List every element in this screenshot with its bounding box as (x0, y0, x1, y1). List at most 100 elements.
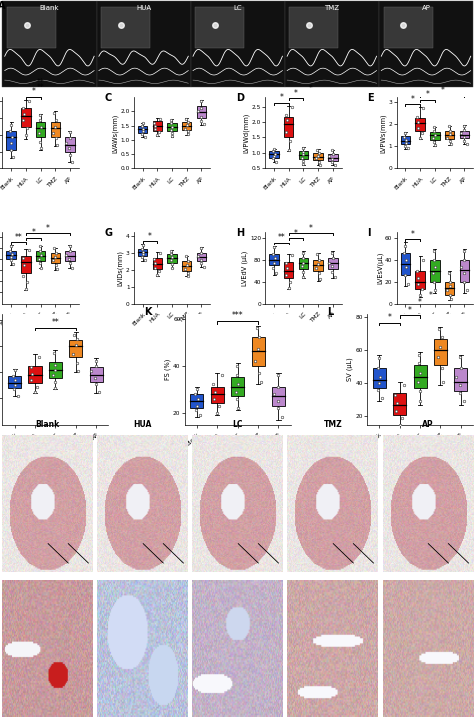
Point (282, 257, 290, 269)
Point (182, 113, 190, 125)
Text: **: ** (52, 318, 59, 327)
Point (8, 138, 15, 149)
Point (431, 136, 438, 148)
Bar (313, 153, 323, 160)
Text: HUA: HUA (136, 5, 151, 11)
Point (430, 246, 438, 257)
Point (456, 351, 464, 363)
Y-axis label: LVIDs(mm): LVIDs(mm) (117, 250, 124, 286)
Point (66, 149, 73, 161)
Point (273, 268, 280, 279)
Point (417, 289, 424, 301)
Bar (290, 6, 338, 47)
Point (37, 249, 45, 261)
Point (313, 248, 321, 260)
Bar (7, 131, 16, 150)
Text: *: * (46, 223, 50, 233)
Point (151, 123, 158, 135)
Point (270, 144, 278, 155)
Point (300, 257, 307, 269)
Point (141, 255, 149, 266)
Point (168, 262, 176, 274)
Point (198, 247, 205, 258)
Point (168, 130, 176, 141)
Point (286, 276, 294, 287)
Point (185, 271, 192, 282)
Point (168, 114, 175, 126)
Point (452, 371, 460, 383)
Y-axis label: LVEdV (μL): LVEdV (μL) (241, 251, 248, 286)
Point (53, 264, 61, 275)
Point (6, 246, 14, 257)
Text: *: * (31, 88, 35, 96)
Point (53, 259, 60, 271)
Point (92, 378, 100, 390)
Bar (191, 1, 285, 87)
Bar (299, 258, 308, 269)
Point (269, 248, 277, 260)
Bar (65, 137, 75, 151)
Point (431, 129, 438, 140)
Point (88, 365, 95, 377)
Point (463, 138, 470, 149)
Point (392, 406, 400, 417)
Point (19, 252, 27, 264)
Point (36, 257, 44, 269)
Point (315, 268, 323, 279)
Point (437, 341, 444, 353)
Point (401, 140, 409, 151)
Point (283, 262, 291, 274)
Point (446, 280, 453, 292)
Point (210, 393, 218, 404)
Point (331, 271, 339, 283)
Point (313, 144, 321, 156)
Point (438, 331, 446, 342)
Text: G: G (105, 228, 113, 238)
Text: I: I (368, 228, 371, 238)
Point (270, 262, 277, 274)
Bar (459, 131, 469, 139)
Point (375, 353, 383, 364)
Point (460, 254, 468, 266)
Point (460, 246, 468, 257)
Point (257, 376, 264, 388)
Point (401, 248, 408, 259)
Bar (8, 376, 21, 388)
Point (9, 258, 17, 270)
Point (445, 121, 452, 132)
Point (460, 396, 468, 407)
Text: HUA: HUA (134, 420, 152, 429)
Point (430, 254, 438, 266)
Point (434, 351, 441, 363)
Text: *: * (388, 313, 392, 322)
Point (431, 276, 438, 287)
Point (375, 378, 383, 389)
Point (415, 116, 422, 128)
Text: **: ** (36, 78, 45, 87)
Point (157, 113, 164, 124)
Point (416, 396, 424, 407)
Point (457, 363, 465, 374)
Point (431, 261, 438, 273)
Bar (2, 1, 97, 87)
Bar (434, 339, 447, 365)
Text: AP: AP (422, 420, 434, 429)
Point (270, 153, 277, 164)
Point (37, 121, 45, 132)
Point (463, 284, 470, 296)
Point (396, 419, 404, 430)
Point (73, 333, 81, 345)
Point (68, 156, 76, 167)
Point (185, 129, 192, 140)
Bar (272, 387, 285, 406)
Bar (97, 1, 191, 87)
Point (181, 263, 189, 274)
Point (398, 412, 405, 424)
Point (286, 136, 294, 147)
Point (447, 139, 455, 150)
Point (138, 120, 146, 131)
Point (312, 153, 320, 164)
Bar (138, 249, 147, 256)
Point (404, 143, 411, 154)
Bar (211, 387, 224, 404)
